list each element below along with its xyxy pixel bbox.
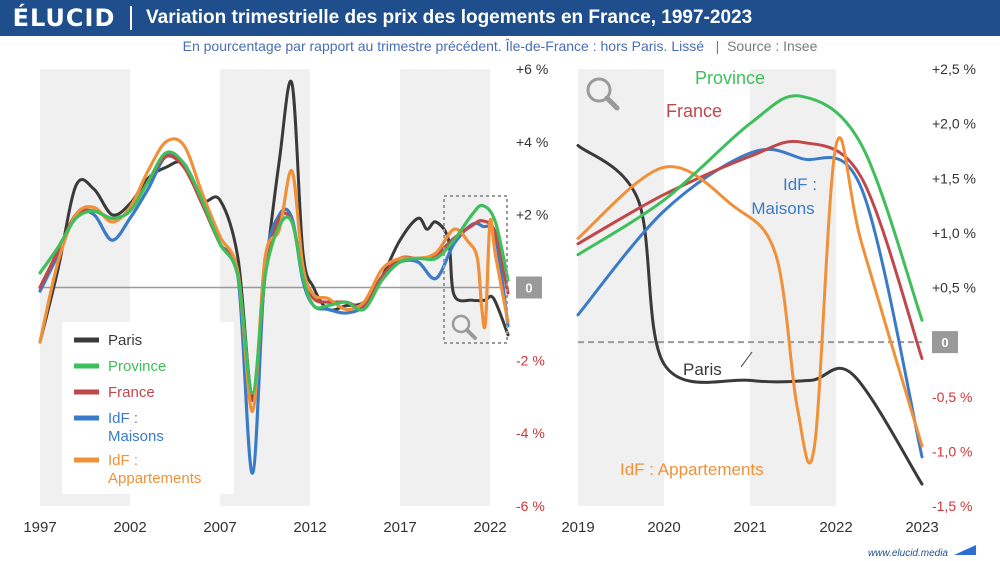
panel2-ytick-label: +2,5 %: [932, 61, 976, 77]
subtitle-text: En pourcentage par rapport au trimestre …: [182, 38, 704, 54]
panel2-ytick-label: -1,0 %: [932, 443, 972, 459]
panel1-ytick-label: +2 %: [516, 207, 548, 223]
panel1-ytick-label: +4 %: [516, 134, 548, 150]
panel1-ytick-label: 0: [525, 281, 532, 296]
panel1-xtick-label: 2002: [113, 519, 146, 536]
panel1-ytick-label: -2 %: [516, 352, 545, 368]
panel2-xtick-label: 2023: [905, 519, 938, 536]
panel2-xtick-label: 2022: [819, 519, 852, 536]
legend-label: Province: [108, 358, 166, 375]
footer-url[interactable]: www.elucid.media: [867, 548, 948, 559]
source-separator: |: [715, 38, 720, 54]
panel2-ytick-label: +1,5 %: [932, 170, 976, 186]
panel1-line-idf---appartements: [38, 137, 510, 413]
panel2-ytick-label: 0: [941, 335, 948, 350]
panel1-xtick-label: 2022: [473, 519, 506, 536]
panel2-band: [750, 69, 836, 506]
paris-leader-line: [740, 351, 753, 368]
panel2-xtick-label: 2019: [561, 519, 594, 536]
panel2-ytick-label: -1,5 %: [932, 498, 972, 514]
panel2-annotation: France: [666, 101, 722, 121]
panel1-line-province: [38, 150, 510, 395]
panel2-zero-badge: [932, 331, 958, 354]
search-icon: [451, 314, 477, 340]
panel1-line-idf---maisons: [38, 153, 510, 475]
legend-label: IdF :: [108, 410, 138, 427]
legend-label: France: [108, 384, 155, 401]
page-title: Variation trimestrielle des prix des log…: [146, 7, 753, 28]
panel2-ytick-label: +0,5 %: [932, 280, 976, 296]
legend-label: Appartements: [108, 470, 201, 487]
panel2-annotation: Province: [695, 68, 765, 88]
panel1-xtick-label: 2017: [383, 519, 416, 536]
panel2-line-idf---appartements: [576, 136, 924, 465]
panel1-xtick-label: 1997: [23, 519, 56, 536]
panel1-zero-badge: [516, 276, 542, 299]
chart-subtitle: En pourcentage par rapport au trimestre …: [0, 38, 1000, 54]
legend-label: Maisons: [108, 428, 164, 445]
logo-divider: [130, 6, 132, 30]
panel2-annotation: IdF : Appartements: [620, 460, 764, 479]
legend-label: IdF :: [108, 452, 138, 469]
panel2-annotation: Maisons: [751, 199, 814, 218]
panel2-ytick-label: +2,0 %: [932, 116, 976, 132]
panel2-line-paris: [576, 144, 924, 486]
panel2-line-idf---maisons: [576, 147, 924, 459]
panel2-annotation: IdF :: [783, 175, 817, 194]
panel1-xtick-label: 2012: [293, 519, 326, 536]
source-text: Source : Insee: [727, 38, 818, 54]
search-icon: [586, 77, 620, 111]
panel2-line-province: [576, 94, 924, 322]
panel2-xtick-label: 2020: [647, 519, 680, 536]
panel2-line-france: [576, 139, 924, 360]
brand-logo[interactable]: ÉLUCID: [12, 4, 116, 32]
panel1-xtick-label: 2007: [203, 519, 236, 536]
panel1-zoom-box[interactable]: [443, 195, 508, 344]
panel1-ytick-label: -4 %: [516, 425, 545, 441]
panel1-ytick-label: -6 %: [516, 498, 545, 514]
panel2-ytick-label: -0,5 %: [932, 389, 972, 405]
panel1-ytick-label: +6 %: [516, 61, 548, 77]
header-bar: [0, 0, 1000, 36]
footer-logo-mark: [954, 545, 976, 555]
panel2-xtick-label: 2021: [733, 519, 766, 536]
panel2-annotation: Paris: [683, 360, 722, 379]
appartements-leader-line: [811, 447, 816, 463]
panel2-ytick-label: +1,0 %: [932, 225, 976, 241]
legend-label: Paris: [108, 332, 142, 349]
